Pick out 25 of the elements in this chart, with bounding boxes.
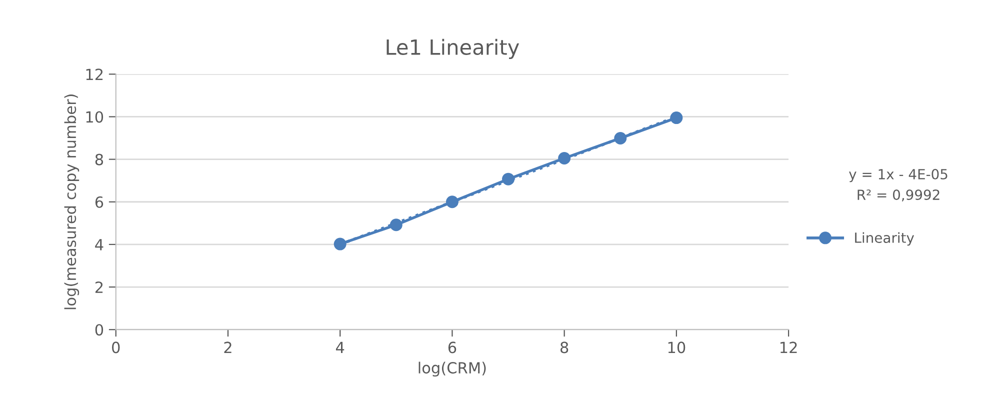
x-axis-title: log(CRM) xyxy=(418,362,486,377)
y-tick-label: 8 xyxy=(95,154,104,166)
y-tick-label: 6 xyxy=(95,196,104,208)
x-tick-label: 10 xyxy=(668,342,686,354)
point xyxy=(334,238,346,250)
point xyxy=(446,196,458,208)
x-tick-label: 2 xyxy=(224,342,232,354)
chart-title: Le1 Linearity xyxy=(386,38,520,60)
y-tick-label: 4 xyxy=(95,239,104,250)
x-tick-label: 6 xyxy=(448,342,456,354)
x-tick-label: 0 xyxy=(112,342,120,354)
x-tick-label: 8 xyxy=(560,342,568,354)
y-tick-label: 2 xyxy=(95,281,103,293)
point xyxy=(670,112,683,124)
legend-label: Linearity xyxy=(855,232,914,246)
x-tick-label: 12 xyxy=(780,342,797,354)
y-tick-label: 10 xyxy=(86,111,104,123)
y-tick-label: 0 xyxy=(95,324,104,336)
x-tick-label: 4 xyxy=(336,342,344,354)
point xyxy=(390,218,402,232)
y-axis-title: log(measured copy number) xyxy=(64,94,80,310)
text: y = 1x - 4E-05 xyxy=(849,168,948,182)
y-tick-label: 12 xyxy=(86,68,103,80)
text: R² = 0,9992 xyxy=(858,190,940,202)
point xyxy=(502,172,515,186)
